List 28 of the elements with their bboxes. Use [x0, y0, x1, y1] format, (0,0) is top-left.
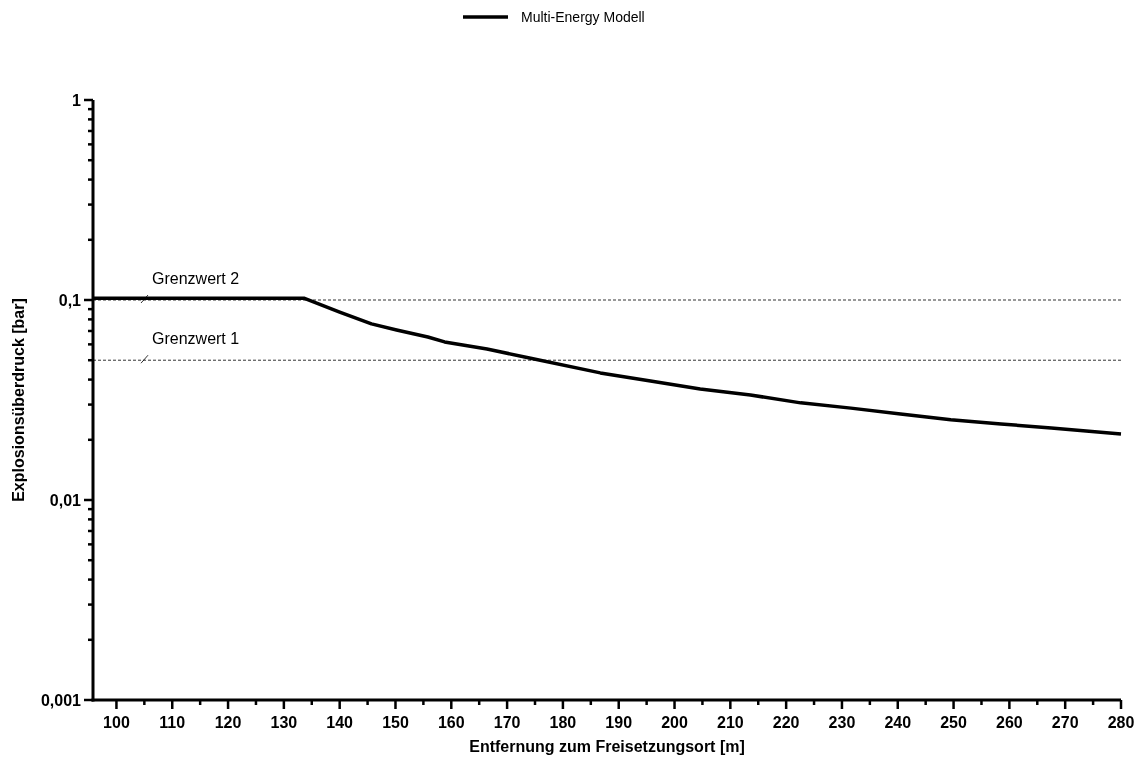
x-tick-label: 160	[437, 714, 465, 731]
x-tick-label: 250	[940, 714, 968, 731]
y-tick-label: 0,1	[58, 292, 82, 309]
x-tick-label: 280	[1107, 714, 1135, 731]
x-tick-label: 170	[493, 714, 521, 731]
ref-line-label: Grenzwert 2	[152, 270, 240, 287]
x-tick-label: 130	[270, 714, 298, 731]
x-tick-label: 120	[214, 714, 242, 731]
x-tick-label: 210	[716, 714, 744, 731]
x-tick-label: 240	[884, 714, 912, 731]
legend-label: Multi-Energy Modell	[521, 9, 645, 25]
x-tick-label: 270	[1051, 714, 1079, 731]
y-tick-label: 0,001	[40, 692, 82, 709]
x-tick-label: 190	[605, 714, 633, 731]
y-tick-label: 1	[72, 92, 82, 109]
y-tick-label: 0,01	[49, 492, 82, 509]
x-tick-label: 180	[549, 714, 577, 731]
x-tick-label: 100	[103, 714, 130, 731]
x-tick-label: 200	[661, 714, 688, 731]
x-tick-label: 110	[159, 714, 186, 731]
x-tick-label: 220	[772, 714, 800, 731]
x-axis-title: Entfernung zum Freisetzungsort [m]	[469, 738, 745, 755]
x-tick-label: 230	[828, 714, 856, 731]
y-axis-title: Explosionsüberdruck [bar]	[10, 298, 27, 502]
ref-line-label: Grenzwert 1	[152, 330, 240, 348]
x-tick-label: 140	[326, 714, 354, 731]
x-tick-label: 150	[382, 714, 409, 731]
x-tick-label: 260	[996, 714, 1023, 731]
